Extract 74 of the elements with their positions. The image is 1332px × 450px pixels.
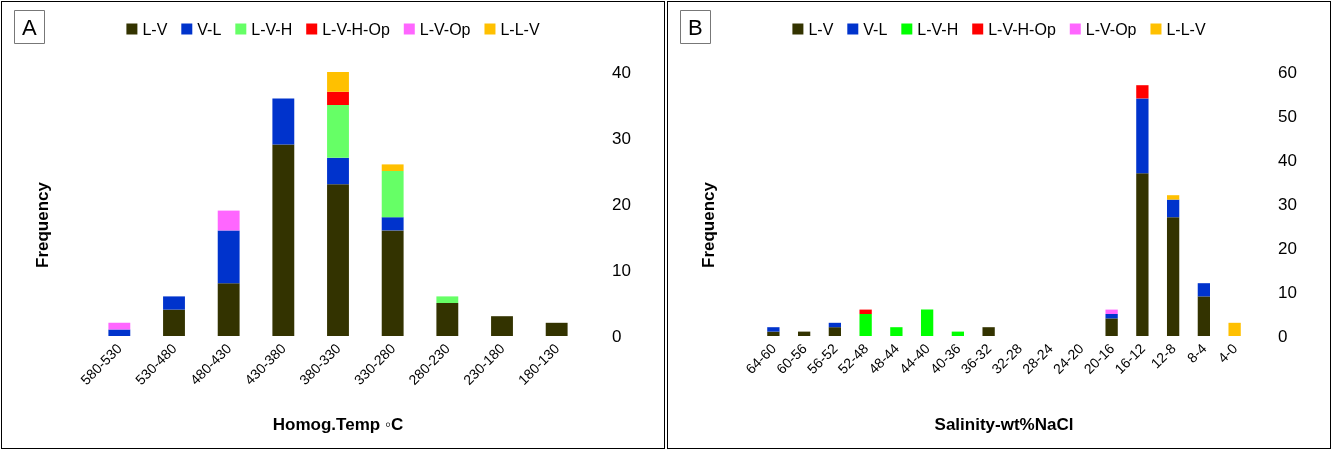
bar xyxy=(108,322,131,330)
bar xyxy=(1166,199,1180,218)
bar xyxy=(381,171,404,218)
legend-label: L-L-V xyxy=(1166,20,1206,38)
bar xyxy=(217,283,240,336)
bar xyxy=(1105,318,1118,336)
legend-label: L-L-V xyxy=(500,20,540,38)
y-tick-label: 50 xyxy=(1278,106,1297,126)
bar xyxy=(859,314,872,336)
x-axis-title: Salinity-wt%NaCl xyxy=(934,415,1074,434)
bar xyxy=(767,331,780,336)
bar xyxy=(1166,195,1180,200)
bar xyxy=(381,164,404,171)
bar xyxy=(1105,314,1118,319)
bar xyxy=(327,184,349,336)
bar xyxy=(982,327,995,336)
bar xyxy=(1197,283,1211,297)
bar xyxy=(217,230,240,284)
y-tick-label: 10 xyxy=(1278,282,1297,302)
bar xyxy=(381,230,404,336)
y-tick-label: 10 xyxy=(612,260,631,280)
y-tick-label: 0 xyxy=(1278,326,1288,346)
bar xyxy=(1136,173,1149,336)
bar xyxy=(1105,309,1118,314)
y-tick-label: 20 xyxy=(1278,238,1297,258)
legend-label: L-V xyxy=(142,20,168,38)
bar xyxy=(767,327,780,332)
legend-label: V-L xyxy=(863,20,888,38)
bar xyxy=(1197,296,1211,336)
y-tick-label: 40 xyxy=(612,62,631,82)
bar xyxy=(436,296,459,303)
legend-label: L-V-Op xyxy=(419,20,471,38)
bar xyxy=(327,91,349,105)
bar xyxy=(217,210,240,231)
legend-label: L-V xyxy=(808,20,834,38)
x-tick-label: 8-4 xyxy=(1183,340,1210,366)
x-tick-label: 4-0 xyxy=(1214,340,1241,366)
bar xyxy=(327,105,349,158)
chart-title: A xyxy=(22,14,37,40)
legend-label: V-L xyxy=(197,20,222,38)
bar xyxy=(859,309,872,314)
bar xyxy=(1136,98,1149,174)
bar xyxy=(1166,217,1180,336)
legend-label: L-V-H xyxy=(251,20,293,38)
bar xyxy=(436,303,459,336)
bar xyxy=(272,144,295,336)
bar xyxy=(327,157,349,185)
bar xyxy=(1136,85,1149,99)
legend-label: L-V-Op xyxy=(1085,20,1137,38)
y-tick-label: 30 xyxy=(1278,194,1297,214)
bar xyxy=(108,329,131,336)
bar xyxy=(381,217,404,231)
bar xyxy=(163,296,185,310)
legend-label: L-V-H xyxy=(917,20,959,38)
y-axis-title: Frequency xyxy=(33,181,52,268)
y-tick-label: 60 xyxy=(1278,62,1297,82)
bar xyxy=(890,327,903,336)
bar xyxy=(272,98,295,145)
y-axis-title: Frequency xyxy=(699,181,718,268)
x-axis-title: Homog.Temp ◦C xyxy=(272,415,404,434)
y-tick-label: 40 xyxy=(1278,150,1297,170)
bar xyxy=(163,309,185,336)
legend-label: L-V-H-Op xyxy=(988,20,1056,38)
y-tick-label: 20 xyxy=(612,194,631,214)
bar xyxy=(327,72,349,92)
bar xyxy=(828,327,842,336)
y-tick-label: 30 xyxy=(612,128,631,148)
bar xyxy=(1228,322,1241,336)
legend-label: L-V-H-Op xyxy=(322,20,390,38)
y-tick-label: 0 xyxy=(612,326,622,346)
chart-title: B xyxy=(688,14,703,40)
bar xyxy=(920,309,934,336)
bar xyxy=(545,322,568,336)
bar xyxy=(491,316,513,336)
